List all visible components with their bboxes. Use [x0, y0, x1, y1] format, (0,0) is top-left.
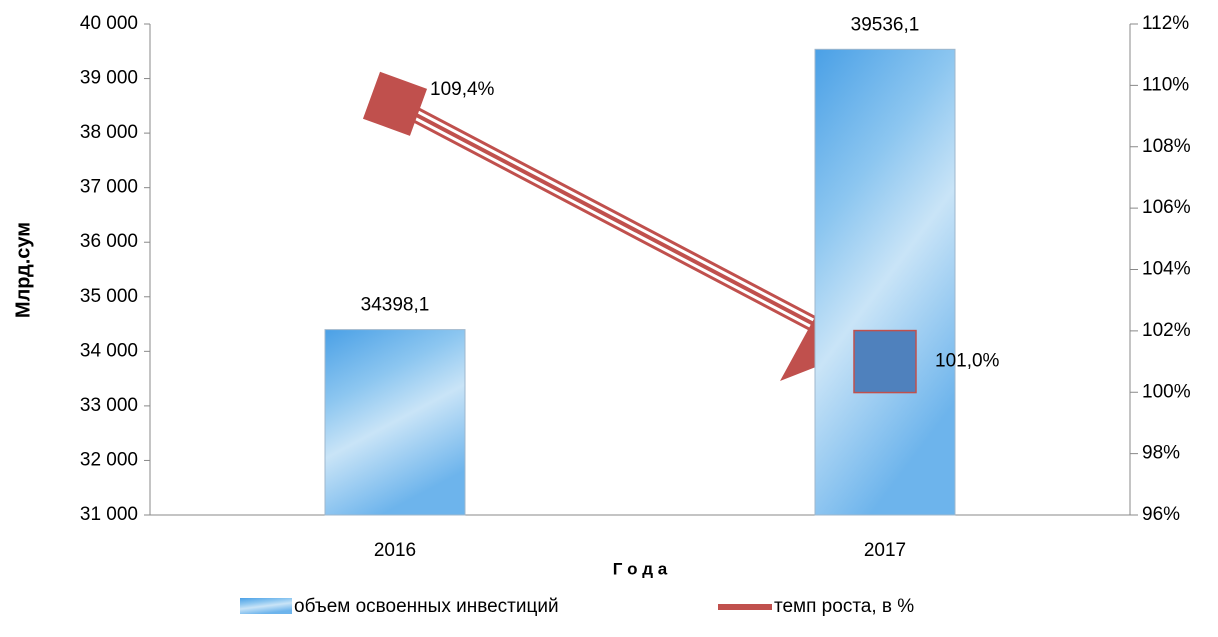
bar — [325, 330, 465, 515]
line-value-label: 101,0% — [935, 351, 1000, 372]
bar-value-label: 39536,1 — [851, 14, 920, 35]
y-tick-label: 37 000 — [80, 177, 138, 198]
line-core — [395, 104, 885, 362]
marker — [363, 72, 427, 136]
y2-tick-label: 96% — [1142, 504, 1180, 525]
y-tick-label: 34 000 — [80, 340, 138, 361]
y-tick-label: 39 000 — [80, 68, 138, 89]
bar-value-label: 34398,1 — [361, 295, 430, 316]
marker — [854, 331, 916, 393]
y2-tick-label: 102% — [1142, 320, 1191, 341]
y-tick-label: 33 000 — [80, 395, 138, 416]
y2-tick-label: 112% — [1142, 13, 1189, 34]
bar — [815, 49, 955, 515]
y2-tick-label: 106% — [1142, 197, 1191, 218]
y2-tick-label: 104% — [1142, 259, 1191, 280]
y2-tick-label: 100% — [1142, 381, 1191, 402]
y-tick-label: 32 000 — [80, 449, 138, 470]
legend-swatch — [240, 598, 292, 614]
x-tick-label: 2016 — [374, 540, 416, 561]
page: {"chart_data": {"type": "bar_line", "y_l… — [0, 0, 1218, 637]
y-axis-title: Млрд.сум — [12, 222, 34, 318]
y2-tick-label: 108% — [1142, 136, 1191, 157]
x-tick-label: 2017 — [864, 540, 906, 561]
y-tick-label: 36 000 — [80, 231, 138, 252]
legend-label: объем освоенных инвестиций — [294, 596, 559, 617]
y2-tick-label: 110% — [1142, 74, 1189, 95]
y-tick-label: 38 000 — [80, 122, 138, 143]
line-value-label: 109,4% — [430, 79, 495, 100]
y-tick-label: 31 000 — [80, 504, 138, 525]
y-tick-label: 35 000 — [80, 286, 138, 307]
y2-tick-label: 98% — [1142, 443, 1180, 464]
legend-label: темп роста, в % — [774, 596, 914, 617]
chart: Млрд.сум Г о д а 31 000 32 000 33 000 34 00… — [0, 0, 1218, 632]
x-axis-title: Г о д а — [613, 559, 668, 578]
y-tick-label: 40 000 — [80, 13, 138, 34]
